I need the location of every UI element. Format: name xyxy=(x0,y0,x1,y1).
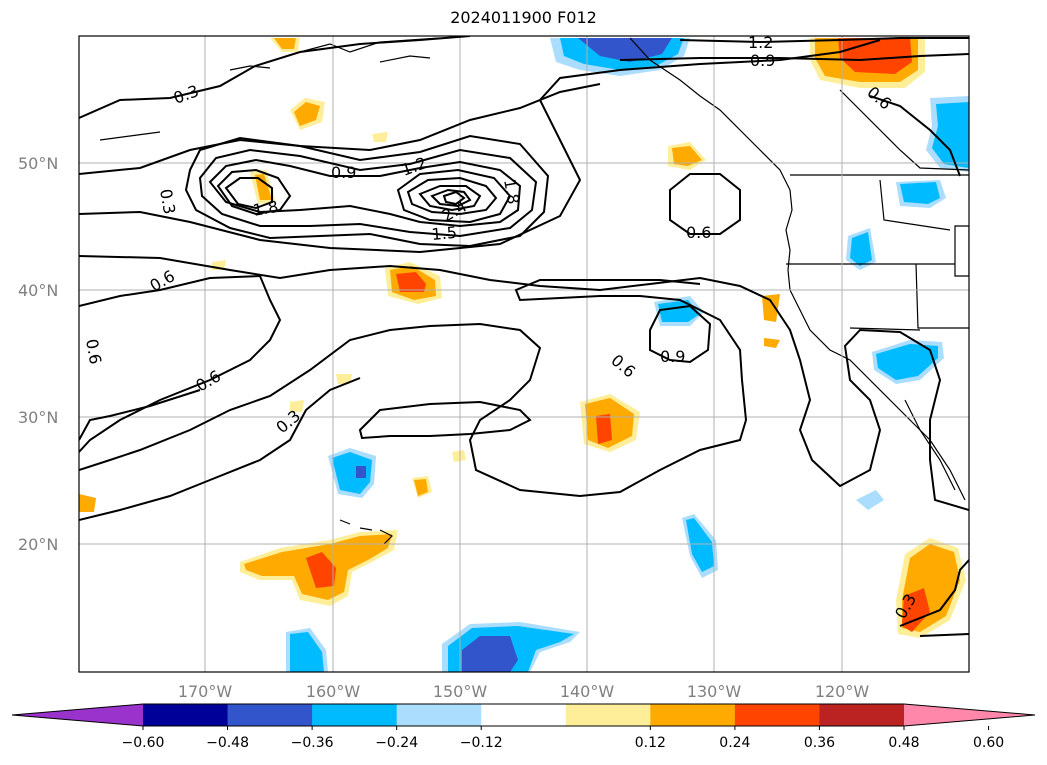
contour-lines xyxy=(79,36,969,637)
colorbar-segment xyxy=(396,704,482,726)
lon-label: 170°W xyxy=(178,682,233,701)
colorbar: −0.60 −0.48 −0.36 −0.24 −0.12 0.12 0.24 0.36 0.4… xyxy=(11,703,1036,751)
contour-label: 1.2 xyxy=(748,33,773,52)
colorbar-extend-high xyxy=(904,704,1035,726)
colorbar-tick-label: −0.24 xyxy=(375,735,418,751)
colorbar-tick-label: 0.36 xyxy=(804,735,835,751)
lon-label: 120°W xyxy=(815,682,870,701)
contour-label: 1.5 xyxy=(431,223,458,244)
latitude-labels: 50°N 40°N 30°N 20°N xyxy=(18,154,58,554)
contour-label: 1.8 xyxy=(251,197,279,220)
contour-label: 0.3 xyxy=(156,187,179,215)
map-title: 2024011900 F012 xyxy=(450,8,597,27)
lat-label: 30°N xyxy=(18,408,58,427)
colorbar-tick-label: −0.60 xyxy=(122,735,165,751)
lat-label: 50°N xyxy=(18,154,58,173)
contour-label: 0.9 xyxy=(660,347,685,366)
map-panel xyxy=(79,36,969,672)
contour-label: 0.6 xyxy=(82,337,105,365)
colorbar-tick-label: −0.48 xyxy=(206,735,249,751)
colorbar-tick-label: 0.48 xyxy=(888,735,919,751)
lon-label: 150°W xyxy=(433,682,488,701)
longitude-labels: 170°W 160°W 150°W 140°W 130°W 120°W xyxy=(178,682,870,701)
colorbar-segment xyxy=(734,704,820,726)
contour-label: 0.9 xyxy=(750,51,775,70)
coastlines xyxy=(99,37,969,545)
lon-label: 130°W xyxy=(687,682,742,701)
lat-label: 40°N xyxy=(18,281,58,300)
colorbar-tick-label: 0.24 xyxy=(719,735,750,751)
contour-label: 1.8 xyxy=(500,177,523,205)
colorbar-extend-low xyxy=(12,704,143,726)
lon-label: 140°W xyxy=(560,682,615,701)
colorbar-segment xyxy=(143,704,229,726)
colorbar-segment xyxy=(481,704,567,726)
colorbar-tick-label: 0.60 xyxy=(973,735,1004,751)
colorbar-tick-label: −0.36 xyxy=(291,735,334,751)
colorbar-tick-label: 0.12 xyxy=(635,735,666,751)
colorbar-segment xyxy=(819,704,905,726)
colorbar-tick-label: −0.12 xyxy=(460,735,503,751)
contour-label: 0.9 xyxy=(331,163,356,182)
colorbar-segment xyxy=(650,704,736,726)
colorbar-segment xyxy=(312,704,398,726)
colorbar-segment xyxy=(227,704,313,726)
contour-label: 0.6 xyxy=(686,223,711,242)
map-frame xyxy=(78,35,970,673)
colorbar-segment xyxy=(565,704,651,726)
lat-label: 20°N xyxy=(18,535,58,554)
shaded-field xyxy=(79,38,969,672)
lon-label: 160°W xyxy=(306,682,361,701)
